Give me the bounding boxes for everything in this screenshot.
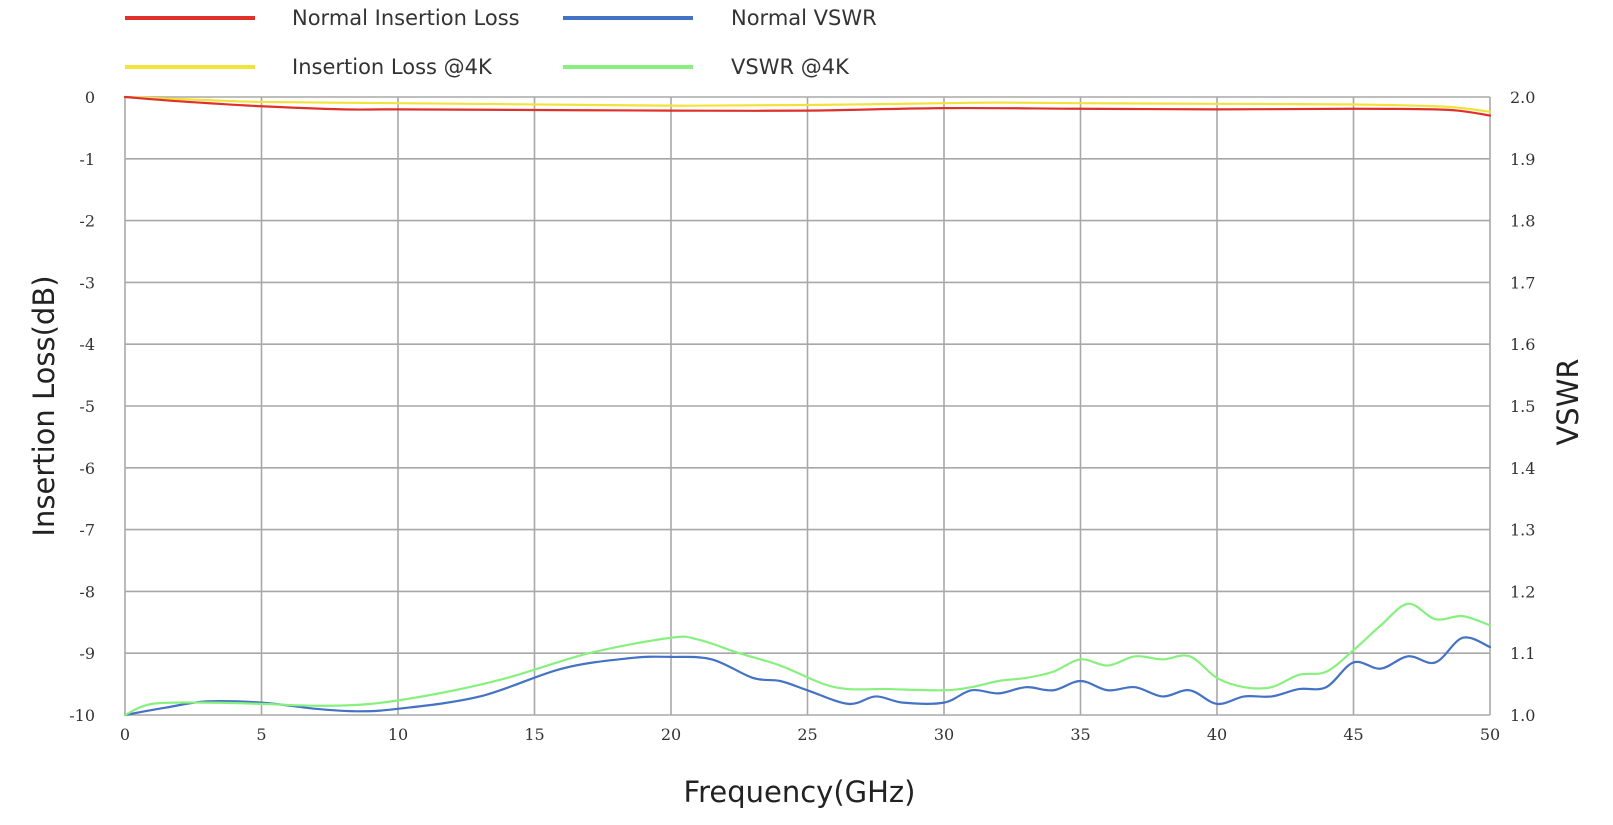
y-right-tick-label: 1.8 bbox=[1510, 212, 1535, 231]
y-left-tick-label: -7 bbox=[79, 521, 95, 540]
y-left-tick-label: -9 bbox=[79, 644, 95, 663]
y-right-tick-label: 2.0 bbox=[1510, 88, 1535, 107]
series-line-normal-insertion-loss bbox=[123, 95, 1492, 117]
y-right-tick-label: 1.3 bbox=[1510, 521, 1535, 540]
x-tick-label: 35 bbox=[1070, 725, 1090, 744]
y-left-tick-label: -10 bbox=[69, 706, 95, 725]
legend-label: Normal Insertion Loss bbox=[292, 6, 520, 30]
y-right-tick-label: 1.6 bbox=[1510, 335, 1535, 354]
y-left-tick-label: 0 bbox=[85, 88, 95, 107]
y-left-tick-label: -2 bbox=[79, 212, 95, 231]
x-tick-label: 45 bbox=[1343, 725, 1363, 744]
y-axis-right-title: VSWR bbox=[1551, 358, 1585, 445]
y-left-tick-label: -8 bbox=[79, 582, 95, 601]
y-left-tick-label: -6 bbox=[79, 459, 95, 478]
series-line-normal-vswr bbox=[123, 636, 1492, 717]
y-right-tick-label: 1.0 bbox=[1510, 706, 1535, 725]
legend-label: Insertion Loss @4K bbox=[292, 55, 493, 79]
series-line-insertion-loss-4k bbox=[123, 95, 1492, 113]
x-tick-label: 0 bbox=[120, 725, 130, 744]
x-tick-label: 30 bbox=[934, 725, 954, 744]
series-layer bbox=[123, 95, 1492, 717]
chart-grid bbox=[124, 96, 1491, 716]
y-left-tick-label: -4 bbox=[79, 335, 95, 354]
legend: Normal Insertion Loss Normal VSWR Insertio… bbox=[125, 6, 877, 79]
x-tick-label: 10 bbox=[388, 725, 408, 744]
y-left-tick-label: -1 bbox=[79, 150, 95, 169]
y-right-tick-label: 1.2 bbox=[1510, 582, 1535, 601]
y-axis-left-title: Insertion Loss(dB) bbox=[27, 275, 61, 536]
x-tick-label: 40 bbox=[1207, 725, 1227, 744]
x-tick-label: 25 bbox=[797, 725, 817, 744]
y-right-tick-label: 1.9 bbox=[1510, 150, 1535, 169]
legend-label: VSWR @4K bbox=[731, 55, 850, 79]
x-tick-label: 15 bbox=[524, 725, 544, 744]
x-tick-label: 20 bbox=[661, 725, 681, 744]
x-tick-label: 5 bbox=[256, 725, 266, 744]
series-line-vswr-4k bbox=[123, 602, 1492, 717]
y-right-tick-label: 1.5 bbox=[1510, 397, 1535, 416]
y-left-tick-label: -3 bbox=[79, 273, 95, 292]
x-axis-title: Frequency(GHz) bbox=[684, 775, 916, 809]
x-tick-label: 50 bbox=[1480, 725, 1500, 744]
y-right-tick-label: 1.1 bbox=[1510, 644, 1535, 663]
y-right-tick-label: 1.7 bbox=[1510, 273, 1535, 292]
legend-label: Normal VSWR bbox=[731, 6, 877, 30]
y-right-tick-label: 1.4 bbox=[1510, 459, 1535, 478]
y-left-tick-label: -5 bbox=[79, 397, 95, 416]
tick-labels: 0 5 10 15 20 25 30 35 40 45 50 0 -1 -2 -3 -4 -5 -6 -7 -8 -9 -… bbox=[69, 88, 1535, 744]
